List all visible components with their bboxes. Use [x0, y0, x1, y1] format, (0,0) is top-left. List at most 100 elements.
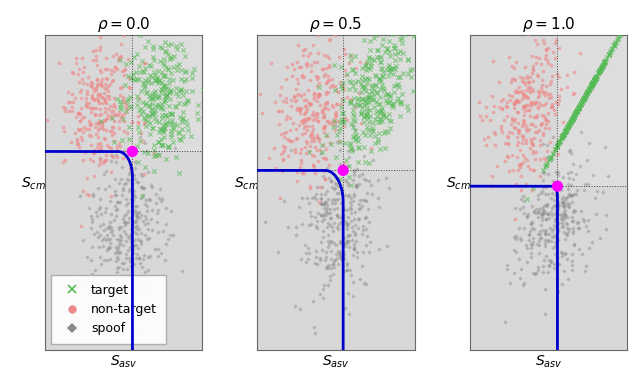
Point [142, 208, 152, 214]
Point [141, 100, 151, 106]
Point [63, 89, 73, 95]
Point [553, 172, 563, 178]
Point [614, 32, 625, 38]
Point [523, 107, 533, 113]
Point [614, 33, 624, 39]
Point [156, 136, 166, 142]
Point [346, 202, 356, 208]
Point [323, 282, 333, 288]
Point [598, 62, 608, 69]
Point [339, 67, 349, 74]
Point [489, 129, 499, 135]
Point [362, 105, 372, 111]
Point [527, 70, 537, 76]
Point [293, 80, 303, 86]
Point [520, 94, 530, 100]
Point [500, 158, 511, 164]
Point [320, 13, 330, 19]
Point [281, 129, 291, 135]
Point [109, 100, 119, 107]
Point [530, 129, 540, 135]
Point [305, 209, 315, 215]
Point [507, 76, 517, 82]
Point [143, 150, 153, 156]
Point [573, 105, 584, 111]
Point [566, 117, 577, 123]
Point [330, 119, 340, 125]
Point [325, 206, 335, 213]
Point [157, 129, 168, 135]
Point [299, 117, 309, 123]
Point [113, 242, 124, 248]
Point [557, 133, 568, 139]
Point [518, 204, 529, 210]
Point [118, 243, 128, 249]
Point [558, 223, 568, 229]
Point [541, 154, 552, 160]
Point [169, 121, 179, 127]
Point [596, 65, 606, 71]
Point [320, 105, 330, 111]
Point [328, 31, 339, 37]
Point [558, 199, 568, 205]
Point [598, 62, 608, 68]
Point [543, 118, 554, 124]
Point [531, 54, 541, 60]
Point [269, 145, 279, 151]
Point [319, 125, 329, 131]
Point [523, 163, 533, 169]
Point [509, 124, 519, 131]
Point [564, 120, 575, 126]
Point [177, 119, 188, 125]
Point [359, 176, 369, 182]
Point [344, 60, 354, 66]
Point [278, 98, 288, 104]
Point [164, 88, 175, 94]
Point [86, 257, 96, 263]
Point [359, 153, 369, 159]
Point [514, 225, 524, 231]
Point [522, 73, 532, 79]
Point [390, 45, 400, 52]
Point [203, 78, 213, 84]
Point [148, 90, 159, 96]
Point [291, 231, 301, 238]
Point [340, 115, 350, 121]
Point [383, 62, 394, 69]
Point [513, 127, 523, 134]
Point [291, 98, 301, 104]
Point [367, 84, 377, 90]
Point [94, 146, 104, 152]
Point [180, 100, 191, 106]
Point [138, 80, 148, 87]
Point [330, 32, 340, 38]
Point [579, 96, 589, 102]
Point [309, 194, 319, 200]
Point [86, 225, 96, 231]
Point [528, 238, 538, 244]
Point [115, 57, 125, 63]
Point [594, 69, 604, 75]
Point [588, 79, 598, 85]
Point [515, 164, 525, 170]
Point [334, 54, 344, 60]
Point [346, 57, 356, 63]
Point [321, 254, 331, 260]
Point [598, 62, 608, 68]
Point [305, 133, 315, 139]
Point [518, 103, 528, 109]
Point [589, 76, 600, 82]
Point [132, 113, 143, 119]
Point [81, 191, 92, 197]
Point [117, 286, 127, 292]
Point [118, 118, 129, 124]
Point [63, 99, 73, 105]
Point [155, 58, 165, 64]
Point [178, 133, 188, 139]
Point [349, 95, 360, 101]
Point [527, 187, 537, 193]
Point [504, 92, 515, 98]
Point [166, 131, 176, 137]
Point [541, 117, 551, 123]
Point [166, 70, 176, 76]
